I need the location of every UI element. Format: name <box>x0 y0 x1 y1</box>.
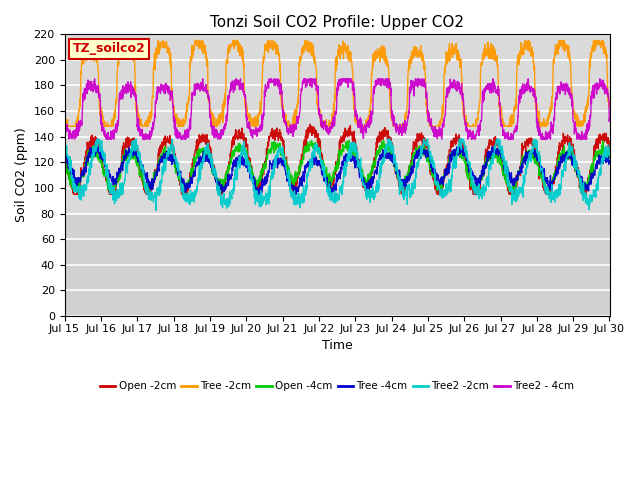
X-axis label: Time: Time <box>322 339 353 352</box>
Text: TZ_soilco2: TZ_soilco2 <box>73 42 145 55</box>
Title: Tonzi Soil CO2 Profile: Upper CO2: Tonzi Soil CO2 Profile: Upper CO2 <box>210 15 464 30</box>
Bar <box>65 214 609 316</box>
Bar <box>65 34 609 214</box>
Y-axis label: Soil CO2 (ppm): Soil CO2 (ppm) <box>15 128 28 222</box>
Legend: Open -2cm, Tree -2cm, Open -4cm, Tree -4cm, Tree2 -2cm, Tree2 - 4cm: Open -2cm, Tree -2cm, Open -4cm, Tree -4… <box>96 377 579 396</box>
